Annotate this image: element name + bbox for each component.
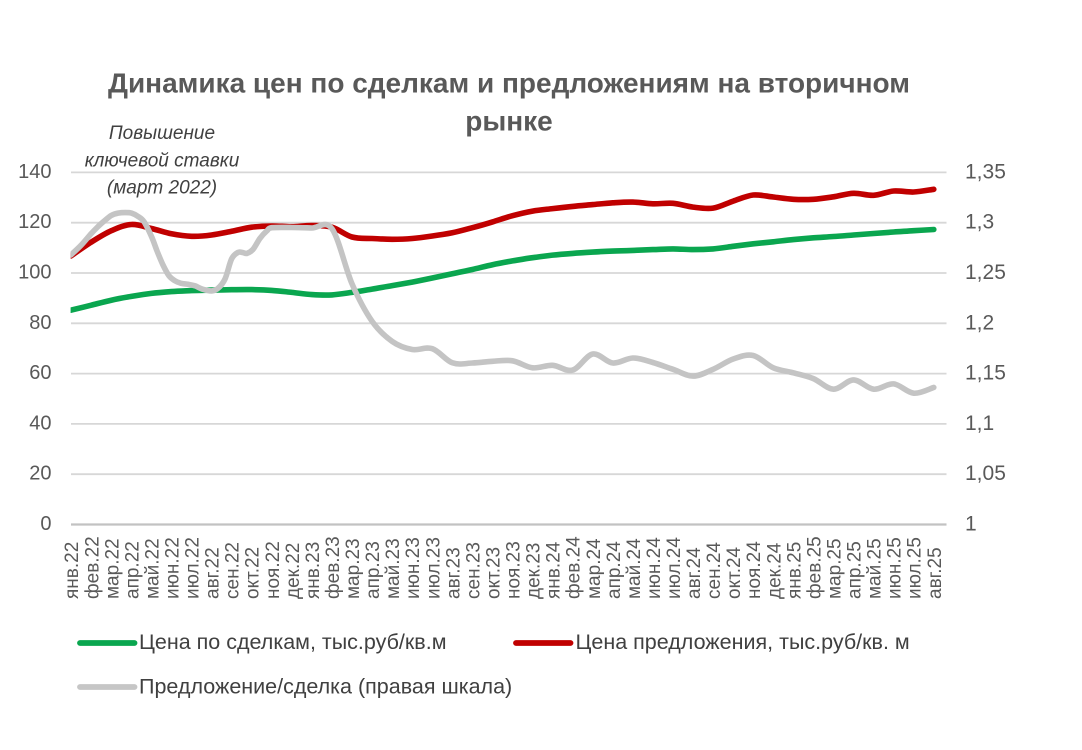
svg-text:апр.25: апр.25 — [845, 541, 866, 599]
svg-text:янв.25: янв.25 — [784, 542, 805, 599]
svg-text:40: 40 — [29, 412, 51, 434]
svg-text:(март 2022): (март 2022) — [107, 178, 217, 199]
svg-text:май.24: май.24 — [624, 538, 645, 599]
svg-text:июл.22: июл.22 — [183, 537, 204, 599]
svg-text:мар.23: мар.23 — [343, 538, 364, 599]
svg-text:авг.22: авг.22 — [203, 547, 224, 599]
svg-text:Цена предложения, тыс.руб/кв.: Цена предложения, тыс.руб/кв. м — [576, 630, 910, 654]
svg-text:140: 140 — [18, 161, 51, 183]
svg-text:янв.22: янв.22 — [62, 542, 83, 599]
svg-text:1: 1 — [965, 513, 977, 536]
svg-text:окт.23: окт.23 — [484, 547, 505, 599]
svg-text:1,15: 1,15 — [965, 362, 1006, 385]
svg-text:120: 120 — [18, 211, 51, 233]
svg-text:июл.25: июл.25 — [905, 537, 926, 599]
svg-text:Динамика цен по сделкам и пред: Динамика цен по сделкам и предложениям н… — [108, 68, 910, 99]
svg-text:мар.24: мар.24 — [584, 538, 605, 599]
svg-text:1,2: 1,2 — [965, 311, 994, 334]
svg-text:60: 60 — [29, 362, 51, 384]
svg-text:мар.22: мар.22 — [102, 538, 123, 599]
svg-text:мар.25: мар.25 — [825, 538, 846, 599]
svg-text:апр.22: апр.22 — [122, 541, 143, 599]
svg-text:Предложение/сделка (правая шка: Предложение/сделка (правая шкала) — [139, 675, 512, 699]
svg-text:сен.23: сен.23 — [463, 542, 484, 599]
svg-text:янв.23: янв.23 — [303, 542, 324, 599]
svg-text:авг.25: авг.25 — [925, 547, 946, 599]
svg-text:окт.24: окт.24 — [724, 546, 745, 599]
svg-text:1,25: 1,25 — [965, 261, 1006, 284]
svg-text:1,05: 1,05 — [965, 462, 1006, 485]
svg-text:дек.22: дек.22 — [283, 543, 304, 599]
svg-text:янв.24: янв.24 — [544, 541, 565, 599]
svg-text:сен.22: сен.22 — [223, 542, 244, 599]
svg-text:июн.25: июн.25 — [885, 537, 906, 599]
svg-text:ноя.22: ноя.22 — [263, 541, 284, 599]
svg-text:апр.23: апр.23 — [363, 541, 384, 599]
svg-text:фев.25: фев.25 — [804, 536, 825, 599]
svg-text:1,1: 1,1 — [965, 412, 994, 435]
svg-text:фев.23: фев.23 — [323, 536, 344, 599]
svg-text:дек.23: дек.23 — [524, 543, 545, 599]
svg-text:июл.23: июл.23 — [423, 537, 444, 599]
svg-text:100: 100 — [18, 262, 51, 284]
svg-text:0: 0 — [40, 513, 51, 535]
svg-text:июл.24: июл.24 — [664, 537, 685, 599]
svg-text:июн.23: июн.23 — [403, 537, 424, 599]
svg-text:Повышение: Повышение — [109, 123, 215, 144]
svg-text:ноя.24: ноя.24 — [744, 541, 765, 599]
svg-text:дек.24: дек.24 — [764, 542, 785, 599]
svg-text:рынке: рынке — [465, 106, 553, 137]
svg-text:июн.22: июн.22 — [163, 537, 184, 599]
svg-text:фев.22: фев.22 — [82, 536, 103, 599]
svg-text:авг.24: авг.24 — [684, 547, 705, 599]
svg-text:июн.24: июн.24 — [644, 537, 665, 599]
svg-text:май.25: май.25 — [865, 538, 886, 599]
svg-text:80: 80 — [29, 312, 51, 334]
svg-text:авг.23: авг.23 — [443, 547, 464, 599]
svg-text:апр.24: апр.24 — [604, 541, 625, 599]
svg-text:окт.22: окт.22 — [243, 547, 264, 599]
svg-text:Цена по сделкам, тыс.руб/кв.м: Цена по сделкам, тыс.руб/кв.м — [139, 630, 447, 654]
svg-text:май.22: май.22 — [142, 538, 163, 599]
svg-text:ноя.23: ноя.23 — [504, 541, 525, 599]
svg-text:20: 20 — [29, 463, 51, 485]
svg-text:фев.24: фев.24 — [564, 536, 585, 599]
svg-text:1,35: 1,35 — [965, 160, 1006, 183]
svg-text:май.23: май.23 — [383, 538, 404, 599]
svg-text:ключевой ставки: ключевой ставки — [85, 151, 240, 172]
svg-text:сен.24: сен.24 — [704, 542, 725, 599]
svg-text:1,3: 1,3 — [965, 211, 994, 234]
